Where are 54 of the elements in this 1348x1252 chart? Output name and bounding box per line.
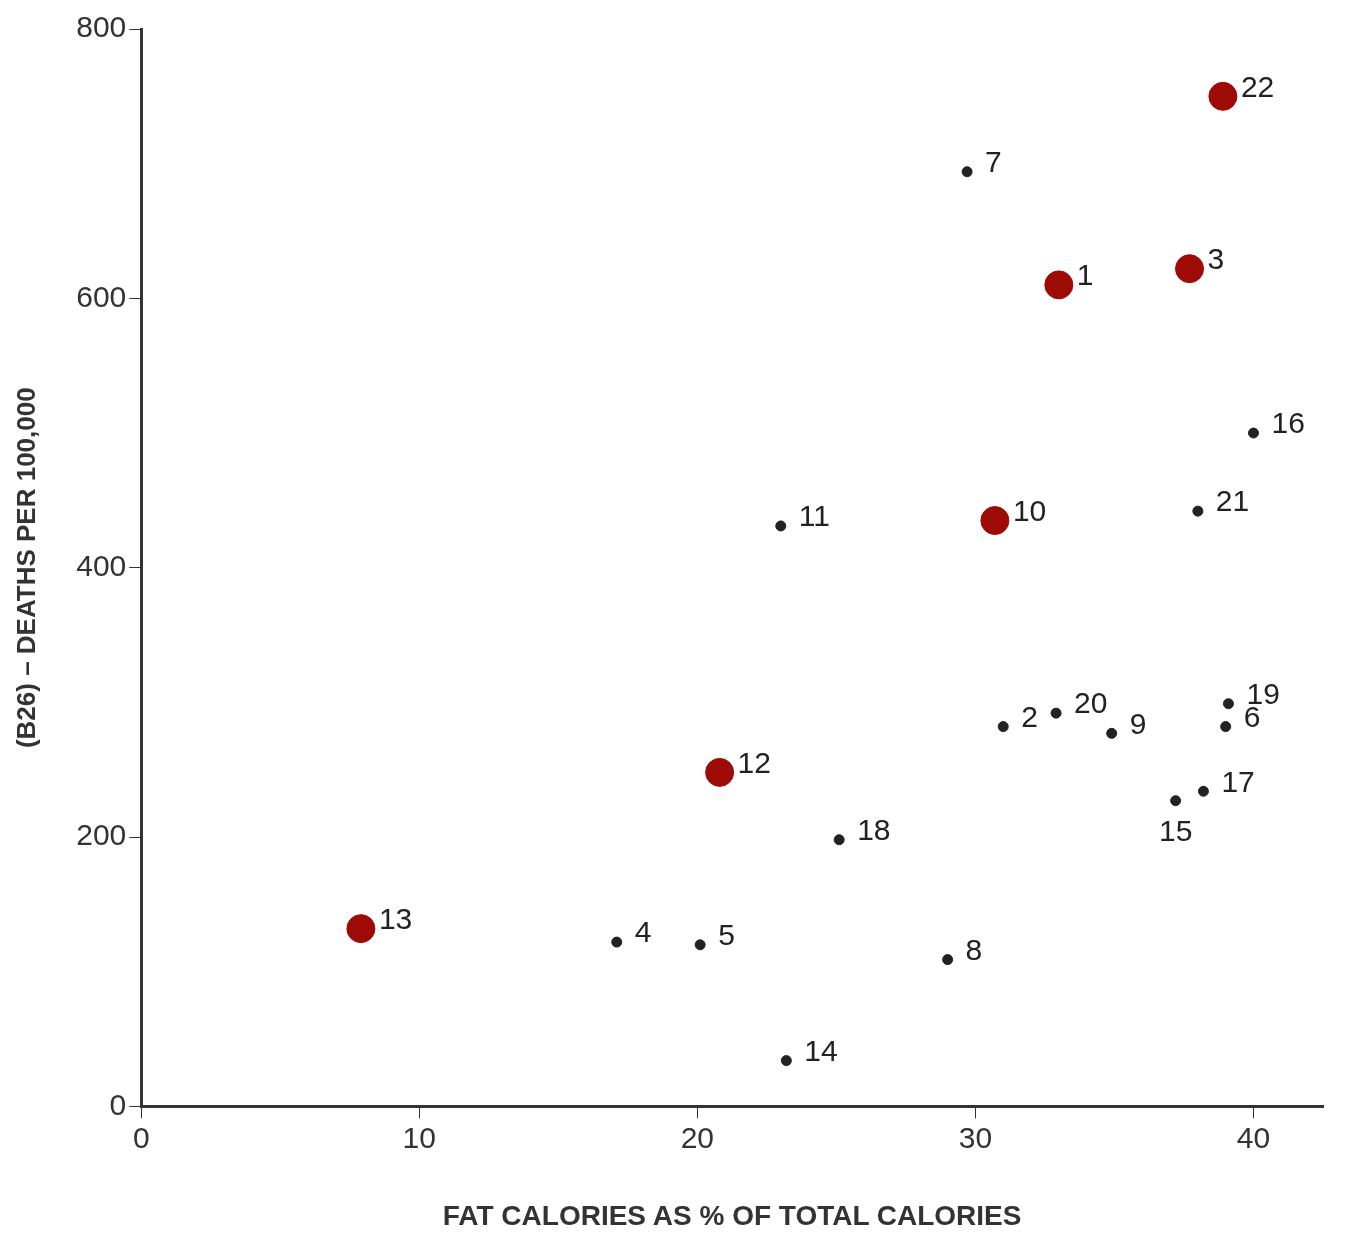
point [1170, 795, 1182, 807]
x-tick-label: 0 [132, 1120, 150, 1154]
y-tick-label: 400 [76, 548, 127, 582]
point [1197, 785, 1209, 797]
point [942, 954, 954, 966]
annotation: 14 [804, 1033, 838, 1067]
x-tick-label: 30 [958, 1120, 993, 1154]
point [1222, 698, 1234, 710]
point [1106, 727, 1118, 739]
point [611, 936, 623, 948]
point [1050, 707, 1062, 719]
point [1192, 505, 1204, 517]
annotation: 20 [1074, 686, 1108, 720]
annotation: 10 [1012, 493, 1047, 527]
point [1247, 427, 1259, 439]
y-tick-label: 800 [76, 10, 127, 44]
annotation: 13 [378, 901, 413, 935]
point [694, 939, 706, 951]
annotation: 1 [1076, 258, 1094, 292]
x-tick-label: 40 [1236, 1120, 1271, 1154]
y-tick-label: 200 [76, 818, 127, 852]
annotation: 21 [1215, 484, 1250, 518]
x-tick-label: 10 [402, 1120, 436, 1154]
point [346, 914, 376, 944]
point [1175, 254, 1205, 284]
annotation: 3 [1207, 241, 1225, 275]
y-tick-label: 0 [109, 1087, 127, 1121]
annotation: 12 [737, 745, 771, 779]
annotation: 8 [965, 932, 983, 966]
annotation: 18 [857, 813, 891, 847]
x-axis-title: FAT CALORIES AS % OF TOTAL CALORIES [442, 1199, 1022, 1231]
annotation: 22 [1240, 69, 1275, 103]
point [997, 721, 1009, 733]
y-tick-label: 600 [76, 279, 127, 313]
point [705, 757, 735, 787]
annotation: 11 [798, 499, 830, 533]
point [1044, 270, 1074, 300]
annotation: 17 [1221, 764, 1255, 798]
annotation: 7 [985, 145, 1002, 179]
point [980, 506, 1010, 536]
y-axis-title: (B26) – DEATHS PER 100,000 [10, 387, 41, 749]
annotation: 2 [1021, 699, 1038, 733]
point [1220, 721, 1232, 733]
point [775, 520, 787, 532]
annotation: 15 [1158, 813, 1193, 847]
annotation: 4 [634, 915, 652, 949]
annotation: 16 [1271, 406, 1305, 440]
point [780, 1055, 792, 1067]
x-tick-label: 20 [680, 1120, 715, 1154]
annotation: 9 [1129, 706, 1147, 740]
point [961, 166, 973, 178]
point [1208, 81, 1238, 111]
annotation: 5 [718, 918, 735, 952]
point [833, 834, 845, 846]
